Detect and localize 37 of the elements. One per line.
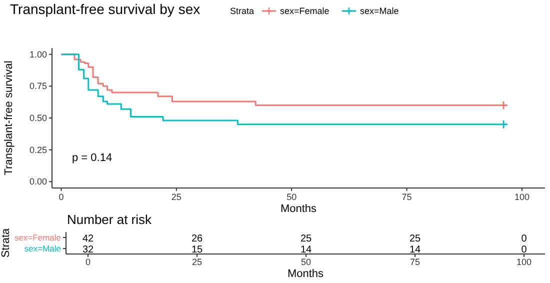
chart-title: Transplant-free survival by sex	[10, 1, 200, 17]
y-tick-label: 0.25	[29, 144, 47, 155]
x-tick-label: 75	[410, 257, 420, 267]
x-axis-title: Months	[280, 203, 318, 215]
legend-label: sex=Male	[360, 6, 399, 16]
y-tick-label: sex=Male	[24, 244, 62, 254]
y-tick-label: 0.75	[29, 81, 47, 92]
data-label: 26	[191, 234, 203, 244]
x-tick-label: 50	[300, 257, 312, 267]
data-label: 32	[82, 244, 94, 256]
x-tick-label: 100	[514, 192, 530, 202]
data-label: 25	[409, 234, 421, 244]
data-label: 0	[521, 244, 528, 256]
data-label: 15	[191, 244, 203, 256]
x-axis-title: Months	[287, 268, 324, 280]
y-tick-label: 1.00	[29, 49, 47, 60]
y-axis-title: Transplant-free survival	[3, 60, 15, 176]
x-tick-label: 50	[286, 192, 297, 202]
x-tick-label: 25	[192, 257, 202, 267]
x-tick-label: 0	[58, 192, 64, 202]
y-tick-label: sex=Female	[14, 232, 62, 242]
data-label: 25	[300, 234, 312, 244]
data-label: 14	[300, 244, 312, 256]
data-label: 14	[409, 244, 421, 256]
x-tick-label: 75	[402, 192, 412, 202]
data-label: 0	[521, 234, 528, 244]
y-tick-label: 0.00	[29, 176, 47, 187]
y-tick-label: 0.50	[29, 113, 47, 123]
chart-title: Number at risk	[67, 212, 152, 227]
x-tick-label: 25	[171, 192, 182, 202]
legend-label: sex=Female	[280, 6, 330, 16]
y-axis-title: Strata	[0, 227, 12, 258]
x-tick-label: 0	[85, 257, 91, 267]
x-tick-label: 100	[516, 257, 532, 267]
data-label: 42	[82, 234, 94, 244]
legend-title: Strata	[230, 6, 254, 16]
annotation: p = 0.14	[72, 152, 112, 164]
